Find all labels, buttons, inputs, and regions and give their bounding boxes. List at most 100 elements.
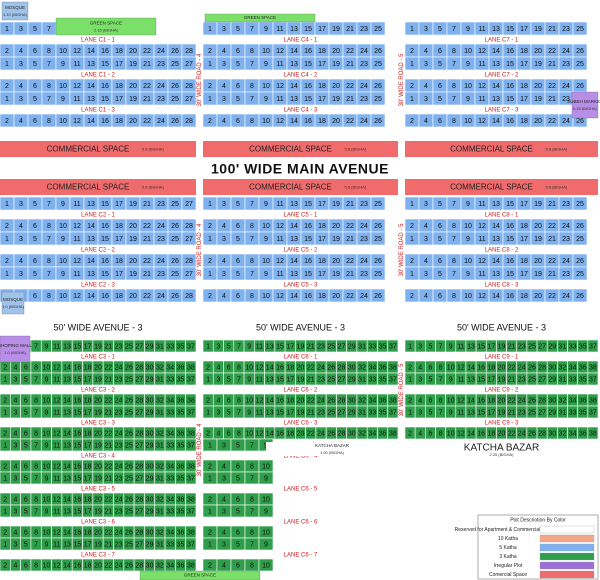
plot-number: 3 [222,271,226,278]
plot-number: 3 [424,236,428,243]
plot-number: 19 [534,26,542,33]
plot-number: 10 [464,293,472,300]
plot-number: 33 [368,376,376,383]
plot-number: 14 [63,529,71,536]
plot-number: 14 [87,118,95,125]
plot-number: 38 [187,364,195,371]
plot-number: 13 [87,201,95,208]
plot-number: 23 [157,61,165,68]
plot-number: 14 [290,48,298,55]
plot-number: 7 [34,475,38,482]
plot-number: 28 [538,397,546,404]
plot-number: 17 [84,376,92,383]
plot-number: 30 [146,562,154,569]
plot-number: 30 [146,496,154,503]
plot-number: 14 [290,118,298,125]
plot-number: 16 [73,463,81,470]
plot-number: 10 [43,463,51,470]
plot-number: 29 [146,508,154,515]
plot-number: 1 [206,376,210,383]
plot-number: 33 [166,508,174,515]
plot-number: 25 [374,61,382,68]
plot-number: 23 [562,236,570,243]
plot-number: 2 [5,83,9,90]
plot-number: 29 [348,409,356,416]
plot-number: 10 [262,496,270,503]
plot-number: 5 [236,201,240,208]
plot-number: 3 [424,26,428,33]
plot-number: 5 [24,442,28,449]
lane-label: LANE C6 - 5 [284,487,318,493]
plot-number: 10 [59,118,67,125]
plot-number: 13 [87,96,95,103]
plot-number: 5 [438,96,442,103]
plot-number: 8 [34,430,38,437]
plot-number: 8 [250,48,254,55]
plot [370,113,386,128]
plot-number: 4 [418,364,422,371]
plot-number: 23 [518,409,526,416]
plot-number: 25 [576,26,584,33]
plot-number: 17 [84,508,92,515]
plot-number: 26 [171,258,179,265]
plot-number: 10 [262,258,270,265]
plot-number: 15 [73,409,81,416]
plot-number: 8 [237,430,241,437]
plot-number: 5 [33,236,37,243]
plot-number: 28 [185,83,193,90]
plot-number: 16 [101,258,109,265]
plot-number: 20 [94,397,102,404]
plot-number: 20 [129,48,137,55]
plot-number: 24 [317,397,325,404]
plot-number: 1 [208,475,212,482]
plot-number: 25 [125,376,133,383]
plot-number: 9 [264,26,268,33]
plot-number: 37 [589,409,597,416]
plot-number: 25 [374,26,382,33]
plot-number: 9 [44,409,48,416]
plot-number: 8 [250,223,254,230]
plot-number: 9 [61,61,65,68]
plot-number: 6 [24,562,28,569]
place-note: 1.10 (BIGHA) [3,12,28,17]
plot-number: 30 [548,430,556,437]
place-note: 1.0 (BIGHA) [2,304,24,309]
plot-number: 13 [87,271,95,278]
plot-number: 34 [368,430,376,437]
plot-number: 27 [135,409,143,416]
plot-number: 8 [452,258,456,265]
plot-number: 13 [492,96,500,103]
lane [203,517,398,526]
plot-number: 32 [358,364,366,371]
commercial-label: COMMERCIAL SPACE [47,145,130,154]
plot-number: 29 [146,475,154,482]
plot-number: 22 [143,83,151,90]
plot-number: 8 [250,496,254,503]
plot-number: 25 [171,61,179,68]
plot-number: 22 [143,223,151,230]
plot-number: 33 [368,409,376,416]
plot-number: 21 [143,271,151,278]
plot-number: 27 [185,96,193,103]
plot-number: 18 [520,258,528,265]
plot-number: 2 [208,293,212,300]
plot-number: 8 [34,463,38,470]
plot-number: 19 [297,409,305,416]
plot-number: 1 [410,236,414,243]
plot-number: 8 [47,83,51,90]
plot-number: 37 [187,343,195,350]
plot-number: 4 [216,397,220,404]
plot-number: 7 [47,271,51,278]
plot-number: 26 [125,529,133,536]
plot-number: 2 [3,430,7,437]
plot-number: 16 [304,258,312,265]
plot-number: 21 [104,541,112,548]
plot-number: 11 [73,96,80,103]
lane [0,105,196,114]
plot-number: 17 [520,26,528,33]
plot-number: 7 [250,508,254,515]
plot-number: 27 [135,541,143,548]
plot-number: 12 [478,83,486,90]
plot-number: 5 [236,442,240,449]
plot-number: 31 [156,442,164,449]
